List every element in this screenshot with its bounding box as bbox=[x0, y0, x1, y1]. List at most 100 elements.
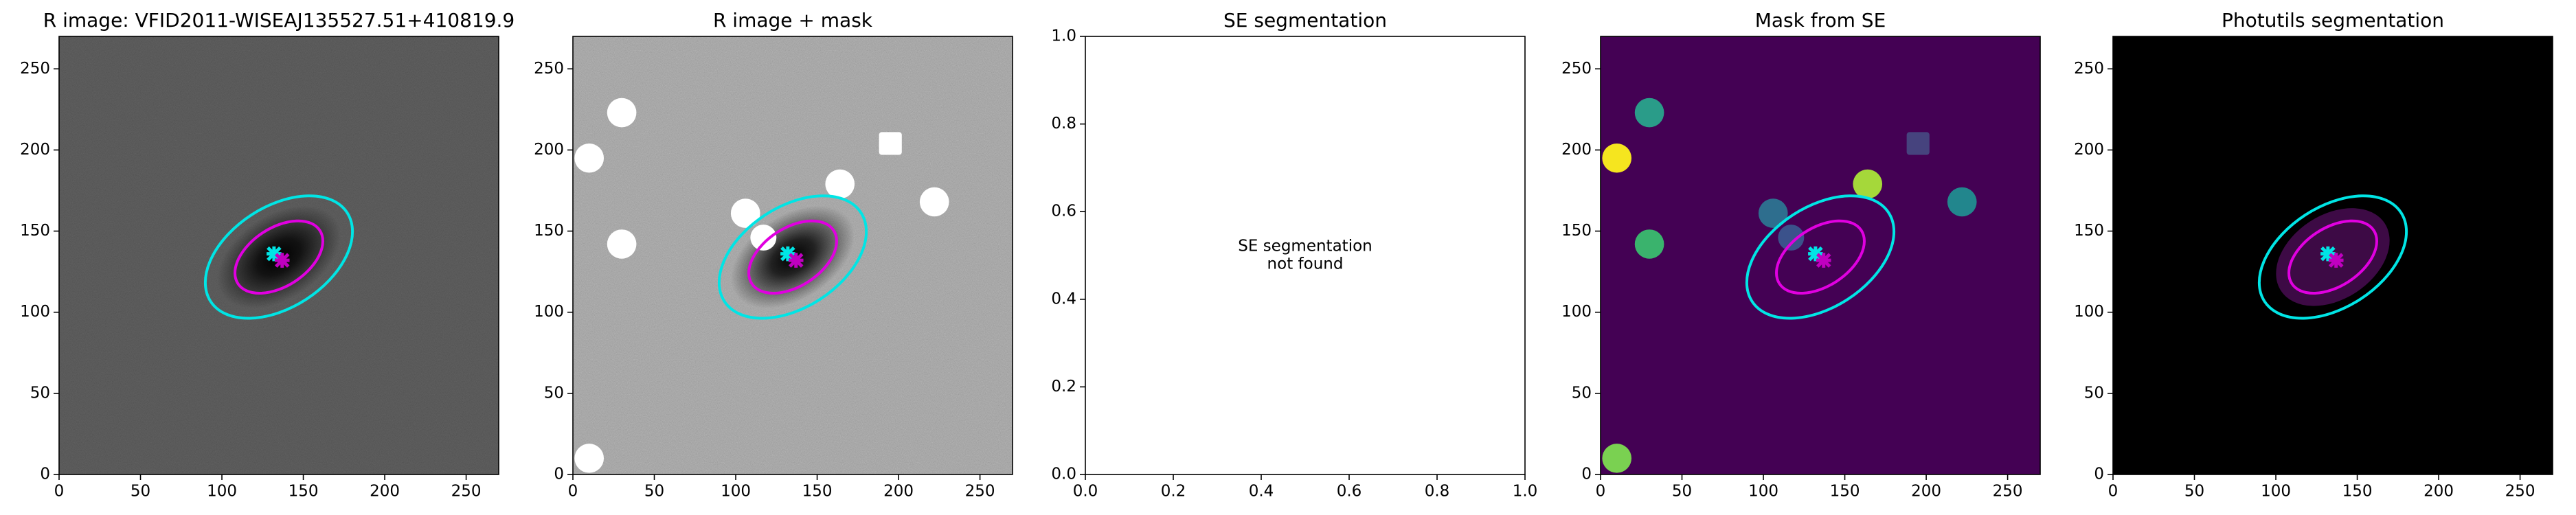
mask-circle bbox=[1853, 169, 1883, 199]
panel: 0 50 100 150 200 250 0 50 100 150 200 250 Photutils … bbox=[2074, 9, 2553, 501]
plot-area bbox=[1601, 36, 2040, 474]
mask-circle bbox=[750, 225, 777, 251]
y-tick-label: 50 bbox=[1572, 384, 1592, 402]
y-tick-label: 0.0 bbox=[1051, 466, 1076, 483]
x-tick-label: 0 bbox=[568, 483, 578, 501]
x-tick-label: 100 bbox=[721, 483, 751, 501]
x-tick-label: 250 bbox=[2505, 483, 2535, 501]
axes-frame bbox=[1085, 36, 1526, 475]
y-tick-label: 200 bbox=[20, 141, 50, 159]
panel: 0 50 100 150 200 250 0 50 100 150 200 250 R image: V… bbox=[20, 9, 515, 501]
y-tick-label: 50 bbox=[544, 384, 564, 402]
mask-circle bbox=[730, 198, 760, 228]
x-tick-label: 100 bbox=[1748, 483, 1778, 501]
y-tick-label: 1.0 bbox=[1051, 27, 1076, 45]
mask-circle bbox=[607, 229, 637, 259]
axes-frame bbox=[2112, 36, 2553, 475]
y-tick-label: 100 bbox=[2074, 303, 2104, 321]
mask-circle bbox=[574, 444, 605, 473]
x-tick-label: 1.0 bbox=[1513, 483, 1538, 501]
axes-frame bbox=[572, 36, 1013, 475]
mask-square bbox=[879, 132, 902, 155]
mask-circle bbox=[1602, 444, 1632, 473]
x-tick-label: 0.0 bbox=[1073, 483, 1098, 501]
x-tick-label: 200 bbox=[1911, 483, 1941, 501]
x-tick-label: 200 bbox=[883, 483, 914, 501]
panel-title: R image: VFID2011-WISEAJ135527.51+410819… bbox=[43, 9, 515, 32]
mask-circle bbox=[1634, 229, 1664, 259]
y-tick-label: 150 bbox=[2074, 222, 2104, 240]
x-tick-label: 100 bbox=[207, 483, 237, 501]
y-tick-label: 150 bbox=[20, 222, 50, 240]
mask-circle bbox=[1758, 198, 1788, 228]
aperture-ellipse bbox=[203, 194, 354, 320]
panel: 0 50 100 150 200 250 0 50 100 150 200 250 R image + … bbox=[534, 9, 1013, 501]
x-tick-label: 50 bbox=[2184, 483, 2204, 501]
x-tick-label: 0.2 bbox=[1161, 483, 1186, 501]
x-tick-label: 100 bbox=[2261, 483, 2291, 501]
plot-area bbox=[59, 36, 499, 474]
panel-title: R image + mask bbox=[713, 9, 873, 32]
aperture-ellipse bbox=[717, 194, 868, 320]
aperture-ellipse bbox=[747, 219, 838, 295]
mask-circle bbox=[607, 98, 637, 128]
x-tick-label: 0.4 bbox=[1249, 483, 1274, 501]
y-tick-label: 0 bbox=[1581, 466, 1592, 483]
center-marker bbox=[2328, 253, 2344, 268]
y-tick-label: 0.2 bbox=[1051, 378, 1076, 396]
y-tick-label: 100 bbox=[534, 303, 564, 321]
x-tick-label: 250 bbox=[965, 483, 995, 501]
aperture-ellipse bbox=[234, 219, 324, 295]
x-tick-label: 150 bbox=[1830, 483, 1860, 501]
mask-circle bbox=[1778, 225, 1805, 251]
center-marker bbox=[2320, 246, 2336, 262]
y-tick-label: 150 bbox=[1561, 222, 1592, 240]
x-tick-label: 250 bbox=[1993, 483, 2023, 501]
x-tick-label: 50 bbox=[644, 483, 664, 501]
mask-circle bbox=[1602, 143, 1632, 173]
y-tick-label: 0 bbox=[554, 466, 564, 483]
image-background bbox=[1085, 36, 1525, 474]
x-tick-label: 150 bbox=[802, 483, 833, 501]
mask-circle bbox=[825, 169, 855, 199]
plot-area bbox=[573, 36, 1013, 474]
y-tick-label: 0 bbox=[40, 466, 50, 483]
mask-circle bbox=[574, 143, 605, 173]
y-tick-label: 250 bbox=[534, 60, 564, 78]
mask-circle bbox=[1634, 98, 1664, 128]
x-tick-label: 0 bbox=[2108, 483, 2119, 501]
x-tick-label: 0 bbox=[54, 483, 65, 501]
mask-circle bbox=[1947, 187, 1977, 217]
center-marker bbox=[1816, 253, 1831, 268]
plot-area bbox=[1085, 36, 1525, 474]
y-tick-label: 150 bbox=[534, 222, 564, 240]
panel-title: SE segmentation bbox=[1223, 9, 1387, 32]
center-marker bbox=[788, 253, 804, 268]
x-tick-label: 250 bbox=[451, 483, 482, 501]
aperture-ellipse bbox=[1745, 194, 1896, 320]
axes-frame bbox=[1600, 36, 2041, 475]
y-tick-label: 200 bbox=[534, 141, 564, 159]
aperture-ellipse bbox=[2257, 194, 2408, 320]
x-tick-label: 200 bbox=[2424, 483, 2454, 501]
y-tick-label: 250 bbox=[2074, 60, 2104, 78]
mask-circle bbox=[919, 187, 949, 217]
x-tick-label: 0 bbox=[1596, 483, 1606, 501]
y-tick-label: 50 bbox=[30, 384, 50, 402]
mask-square bbox=[1906, 132, 1930, 155]
center-marker bbox=[780, 246, 795, 262]
x-tick-label: 50 bbox=[1672, 483, 1692, 501]
y-tick-label: 100 bbox=[20, 303, 50, 321]
x-tick-label: 0.6 bbox=[1337, 483, 1362, 501]
center-marker bbox=[274, 253, 290, 268]
x-tick-label: 0.8 bbox=[1425, 483, 1450, 501]
x-tick-label: 150 bbox=[2342, 483, 2373, 501]
center-marker bbox=[1808, 246, 1823, 262]
x-tick-label: 200 bbox=[370, 483, 400, 501]
x-tick-label: 150 bbox=[289, 483, 319, 501]
y-tick-label: 100 bbox=[1561, 303, 1592, 321]
y-tick-label: 0.6 bbox=[1051, 203, 1076, 220]
y-tick-label: 0.8 bbox=[1051, 115, 1076, 133]
